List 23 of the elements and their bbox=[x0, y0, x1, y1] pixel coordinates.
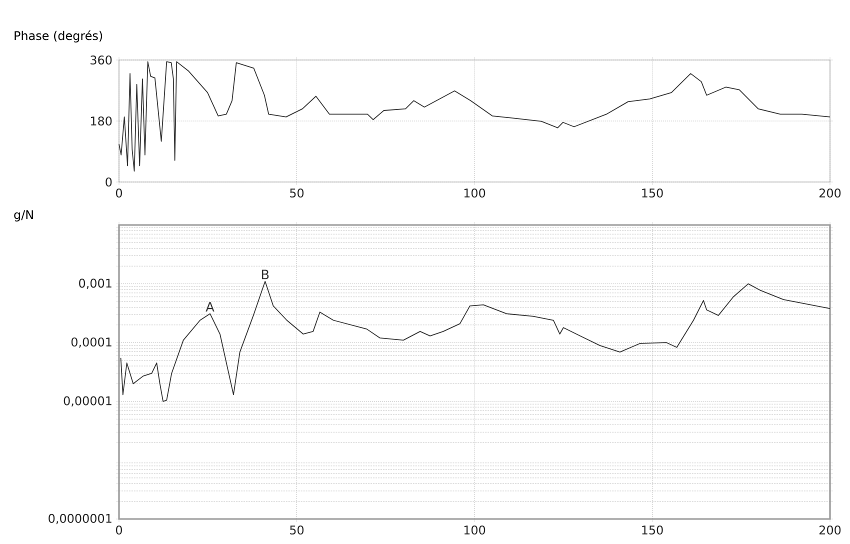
line-series bbox=[118, 61, 830, 172]
y-tick-label: 0,0001 bbox=[71, 337, 112, 348]
x-tick-label: 100 bbox=[464, 526, 486, 535]
x-tick-label: 50 bbox=[290, 188, 304, 198]
x-tick-label: 200 bbox=[819, 526, 841, 535]
y-tick-label: 0,0000001 bbox=[48, 514, 112, 524]
x-tick-label: 50 bbox=[290, 526, 304, 535]
annotation: B bbox=[262, 270, 269, 280]
x-tick-label: 0 bbox=[116, 526, 122, 535]
y-axis-title: g/N bbox=[14, 210, 33, 222]
y-tick-label: 360 bbox=[90, 55, 112, 65]
x-tick-label: 150 bbox=[642, 526, 663, 535]
y-tick-label: 0 bbox=[106, 177, 112, 187]
y-tick-label: 0,00001 bbox=[64, 396, 112, 407]
x-tick-label: 0 bbox=[116, 188, 122, 198]
line-series bbox=[120, 280, 830, 402]
y-tick-label: 180 bbox=[90, 116, 112, 126]
x-tick-label: 100 bbox=[464, 188, 486, 198]
y-tick-label: 0,001 bbox=[79, 278, 112, 289]
x-tick-label: 150 bbox=[642, 188, 663, 198]
annotation: A bbox=[206, 302, 214, 312]
x-tick-label: 200 bbox=[819, 188, 841, 198]
y-axis-title: Phase (degrés) bbox=[14, 30, 102, 42]
